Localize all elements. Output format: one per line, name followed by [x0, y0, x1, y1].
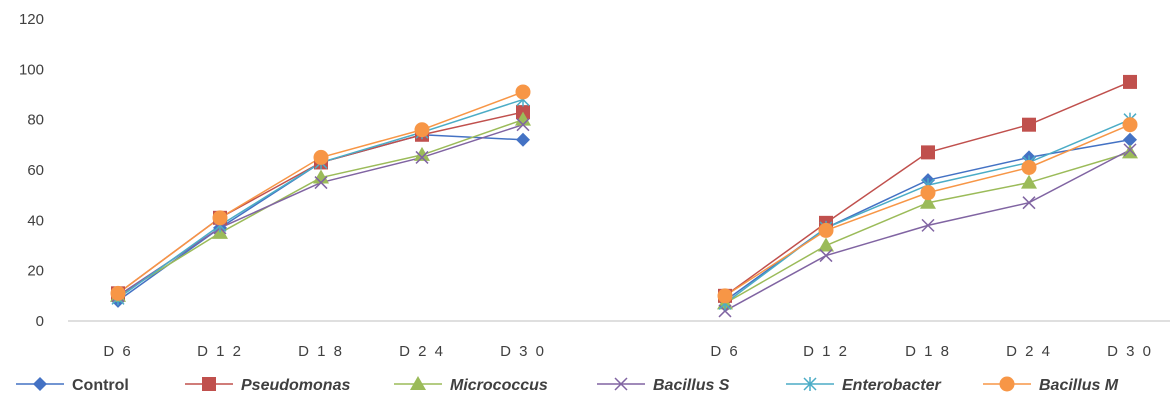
y-tick-label: 40	[27, 212, 44, 229]
y-tick-label: 60	[27, 162, 44, 179]
data-point	[1022, 117, 1036, 132]
data-point	[313, 169, 329, 184]
data-point	[1123, 132, 1137, 147]
x-tick-label: D 1 2	[197, 343, 243, 360]
data-point	[1123, 74, 1137, 89]
x-tick-label: D 2 4	[1006, 343, 1052, 360]
series-line	[117, 91, 524, 294]
x-tick-label: D 3 0	[500, 343, 546, 360]
data-point	[313, 149, 329, 165]
data-point	[414, 122, 430, 138]
data-point	[314, 176, 328, 190]
x-tick-label: D 1 2	[803, 343, 849, 360]
data-point	[212, 210, 228, 226]
y-tick-label: 100	[19, 61, 44, 78]
legend-label: Micrococcus	[450, 377, 548, 394]
legend-label: Enterobacter	[842, 377, 941, 394]
y-tick-label: 80	[27, 112, 44, 129]
legend-marker	[202, 377, 216, 391]
legend-marker	[614, 377, 628, 391]
legend-marker	[999, 376, 1015, 392]
data-point	[1021, 174, 1037, 189]
legend-marker	[803, 377, 817, 391]
series-line	[117, 118, 524, 297]
data-point	[920, 185, 936, 201]
legend-marker	[410, 376, 426, 390]
data-point	[717, 288, 733, 304]
legend-label: Bacillus M	[1039, 377, 1119, 394]
data-point	[1123, 143, 1137, 157]
x-tick-label: D 6	[103, 343, 132, 360]
data-point	[414, 146, 430, 161]
data-point	[110, 285, 126, 301]
y-tick-label: 20	[27, 263, 44, 280]
x-tick-label: D 1 8	[905, 343, 951, 360]
y-tick-label: 120	[19, 11, 44, 28]
data-point	[1021, 159, 1037, 175]
x-tick-label: D 6	[710, 343, 739, 360]
legend-label: Bacillus S	[653, 377, 730, 394]
legend-label: Control	[72, 377, 129, 394]
data-point	[921, 145, 935, 160]
data-point	[818, 237, 834, 252]
x-tick-label: D 1 8	[298, 343, 344, 360]
data-point	[1022, 196, 1036, 210]
data-point	[515, 111, 531, 126]
data-point	[1122, 144, 1138, 159]
data-point	[516, 132, 530, 147]
legend-marker	[33, 377, 47, 391]
y-tick-label: 0	[36, 313, 44, 330]
data-point	[921, 218, 935, 232]
x-tick-label: D 3 0	[1107, 343, 1153, 360]
legend-label: Pseudomonas	[241, 377, 350, 394]
data-point	[1122, 117, 1138, 133]
data-point	[516, 118, 530, 132]
series-line	[724, 139, 1131, 302]
series-line	[117, 98, 524, 299]
series-line	[117, 111, 524, 294]
data-point	[920, 194, 936, 209]
data-point	[415, 150, 429, 164]
x-tick-label: D 2 4	[399, 343, 445, 360]
data-point	[818, 222, 834, 238]
data-point	[819, 249, 833, 263]
data-point	[515, 84, 531, 100]
